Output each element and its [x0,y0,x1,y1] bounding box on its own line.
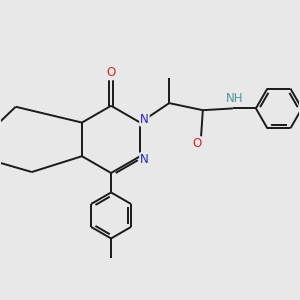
Text: N: N [140,153,149,166]
Text: O: O [192,137,201,150]
Text: N: N [140,112,149,125]
Text: O: O [106,66,116,80]
Text: NH: NH [226,92,243,105]
